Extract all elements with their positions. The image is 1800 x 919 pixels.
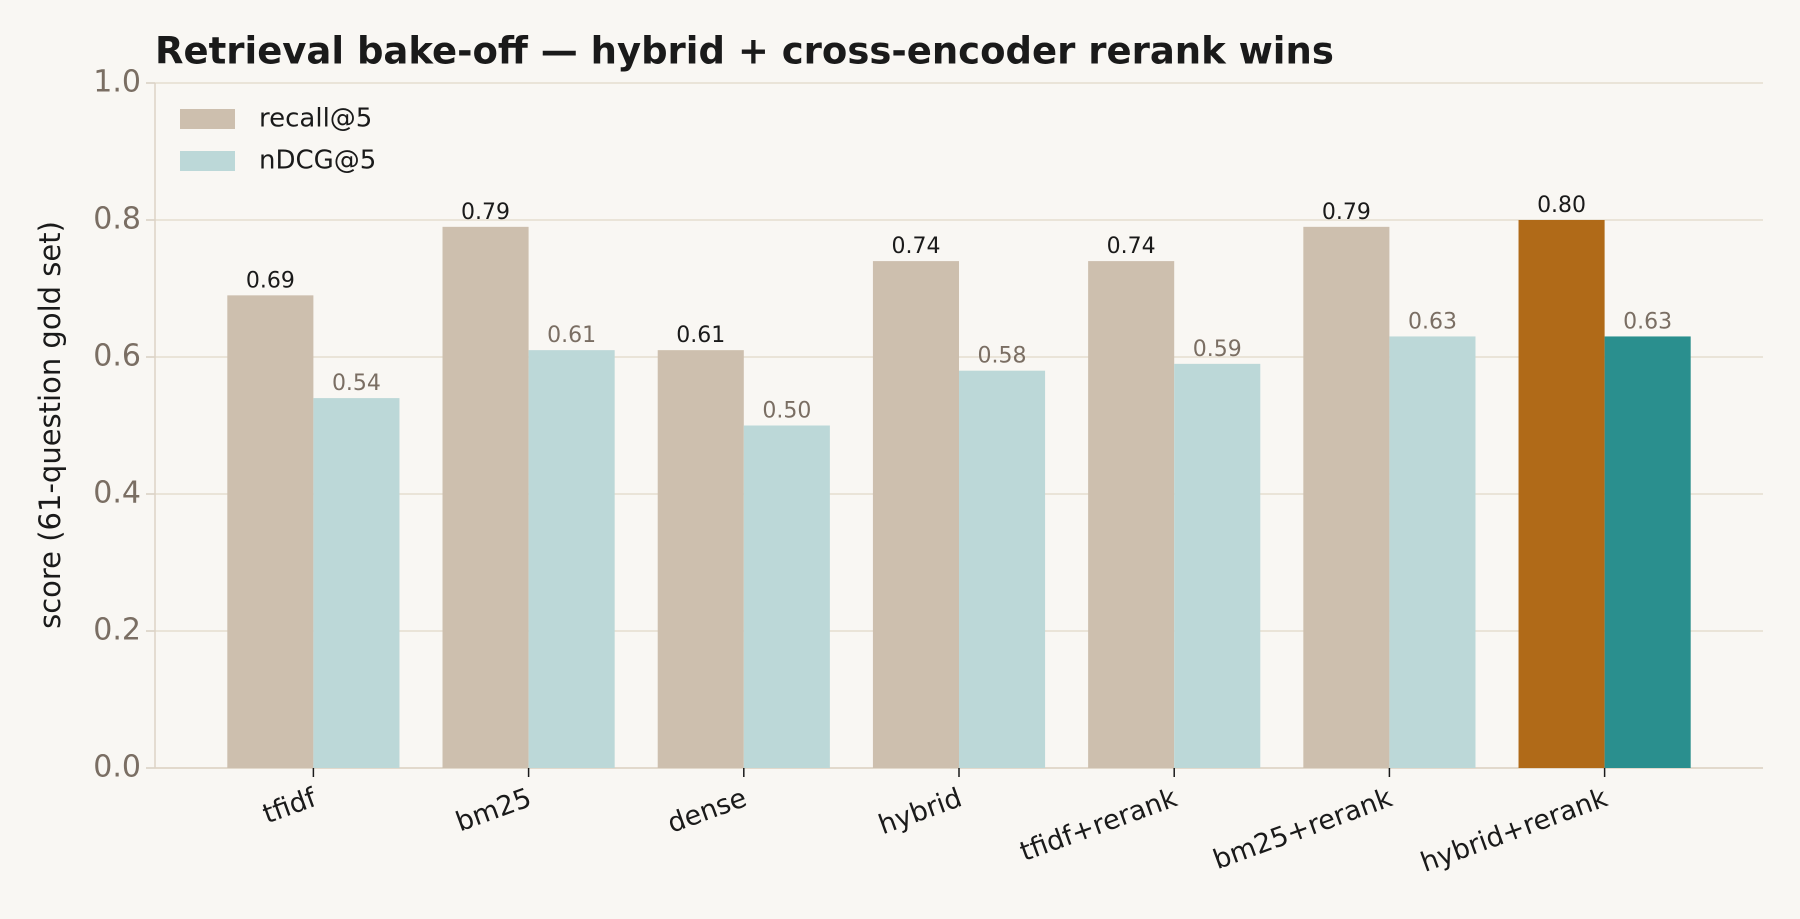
bar (657, 350, 744, 768)
data-label: 0.79 (461, 200, 510, 225)
y-tick-label: 0.4 (93, 476, 141, 511)
y-tick-label: 0.0 (93, 750, 141, 785)
bar (313, 398, 400, 768)
chart-title: Retrieval bake-off — hybrid + cross-enco… (155, 30, 1334, 73)
legend-swatch (180, 109, 235, 129)
data-label: 0.74 (1107, 234, 1156, 259)
data-label: 0.74 (891, 234, 940, 259)
bar (1389, 336, 1476, 768)
y-tick-label: 0.8 (93, 202, 141, 237)
bar (1088, 261, 1175, 768)
data-label: 0.58 (978, 344, 1027, 369)
data-label: 0.50 (762, 399, 811, 424)
data-label: 0.63 (1408, 309, 1457, 334)
bar (528, 350, 615, 768)
legend-label: nDCG@5 (259, 146, 376, 176)
y-axis-label: score (61-question gold set) (33, 221, 67, 629)
bar (1518, 220, 1605, 768)
y-tick-label: 0.2 (93, 613, 141, 648)
bar (872, 261, 959, 768)
data-label: 0.61 (676, 323, 725, 348)
data-label: 0.63 (1623, 309, 1672, 334)
bar (442, 226, 529, 769)
legend-label: recall@5 (259, 104, 372, 134)
y-tick-label: 1.0 (93, 65, 141, 100)
legend-swatch (180, 151, 235, 171)
data-label: 0.79 (1322, 200, 1371, 225)
bar (959, 370, 1046, 768)
data-label: 0.59 (1193, 337, 1242, 362)
bar (1174, 363, 1261, 768)
bar (1604, 336, 1691, 768)
bar (1303, 226, 1390, 769)
y-tick-label: 0.6 (93, 339, 141, 374)
data-label: 0.80 (1537, 193, 1586, 218)
data-label: 0.69 (246, 268, 295, 293)
data-label: 0.54 (332, 371, 381, 396)
data-label: 0.61 (547, 323, 596, 348)
bar (227, 295, 314, 768)
bar (743, 425, 830, 768)
